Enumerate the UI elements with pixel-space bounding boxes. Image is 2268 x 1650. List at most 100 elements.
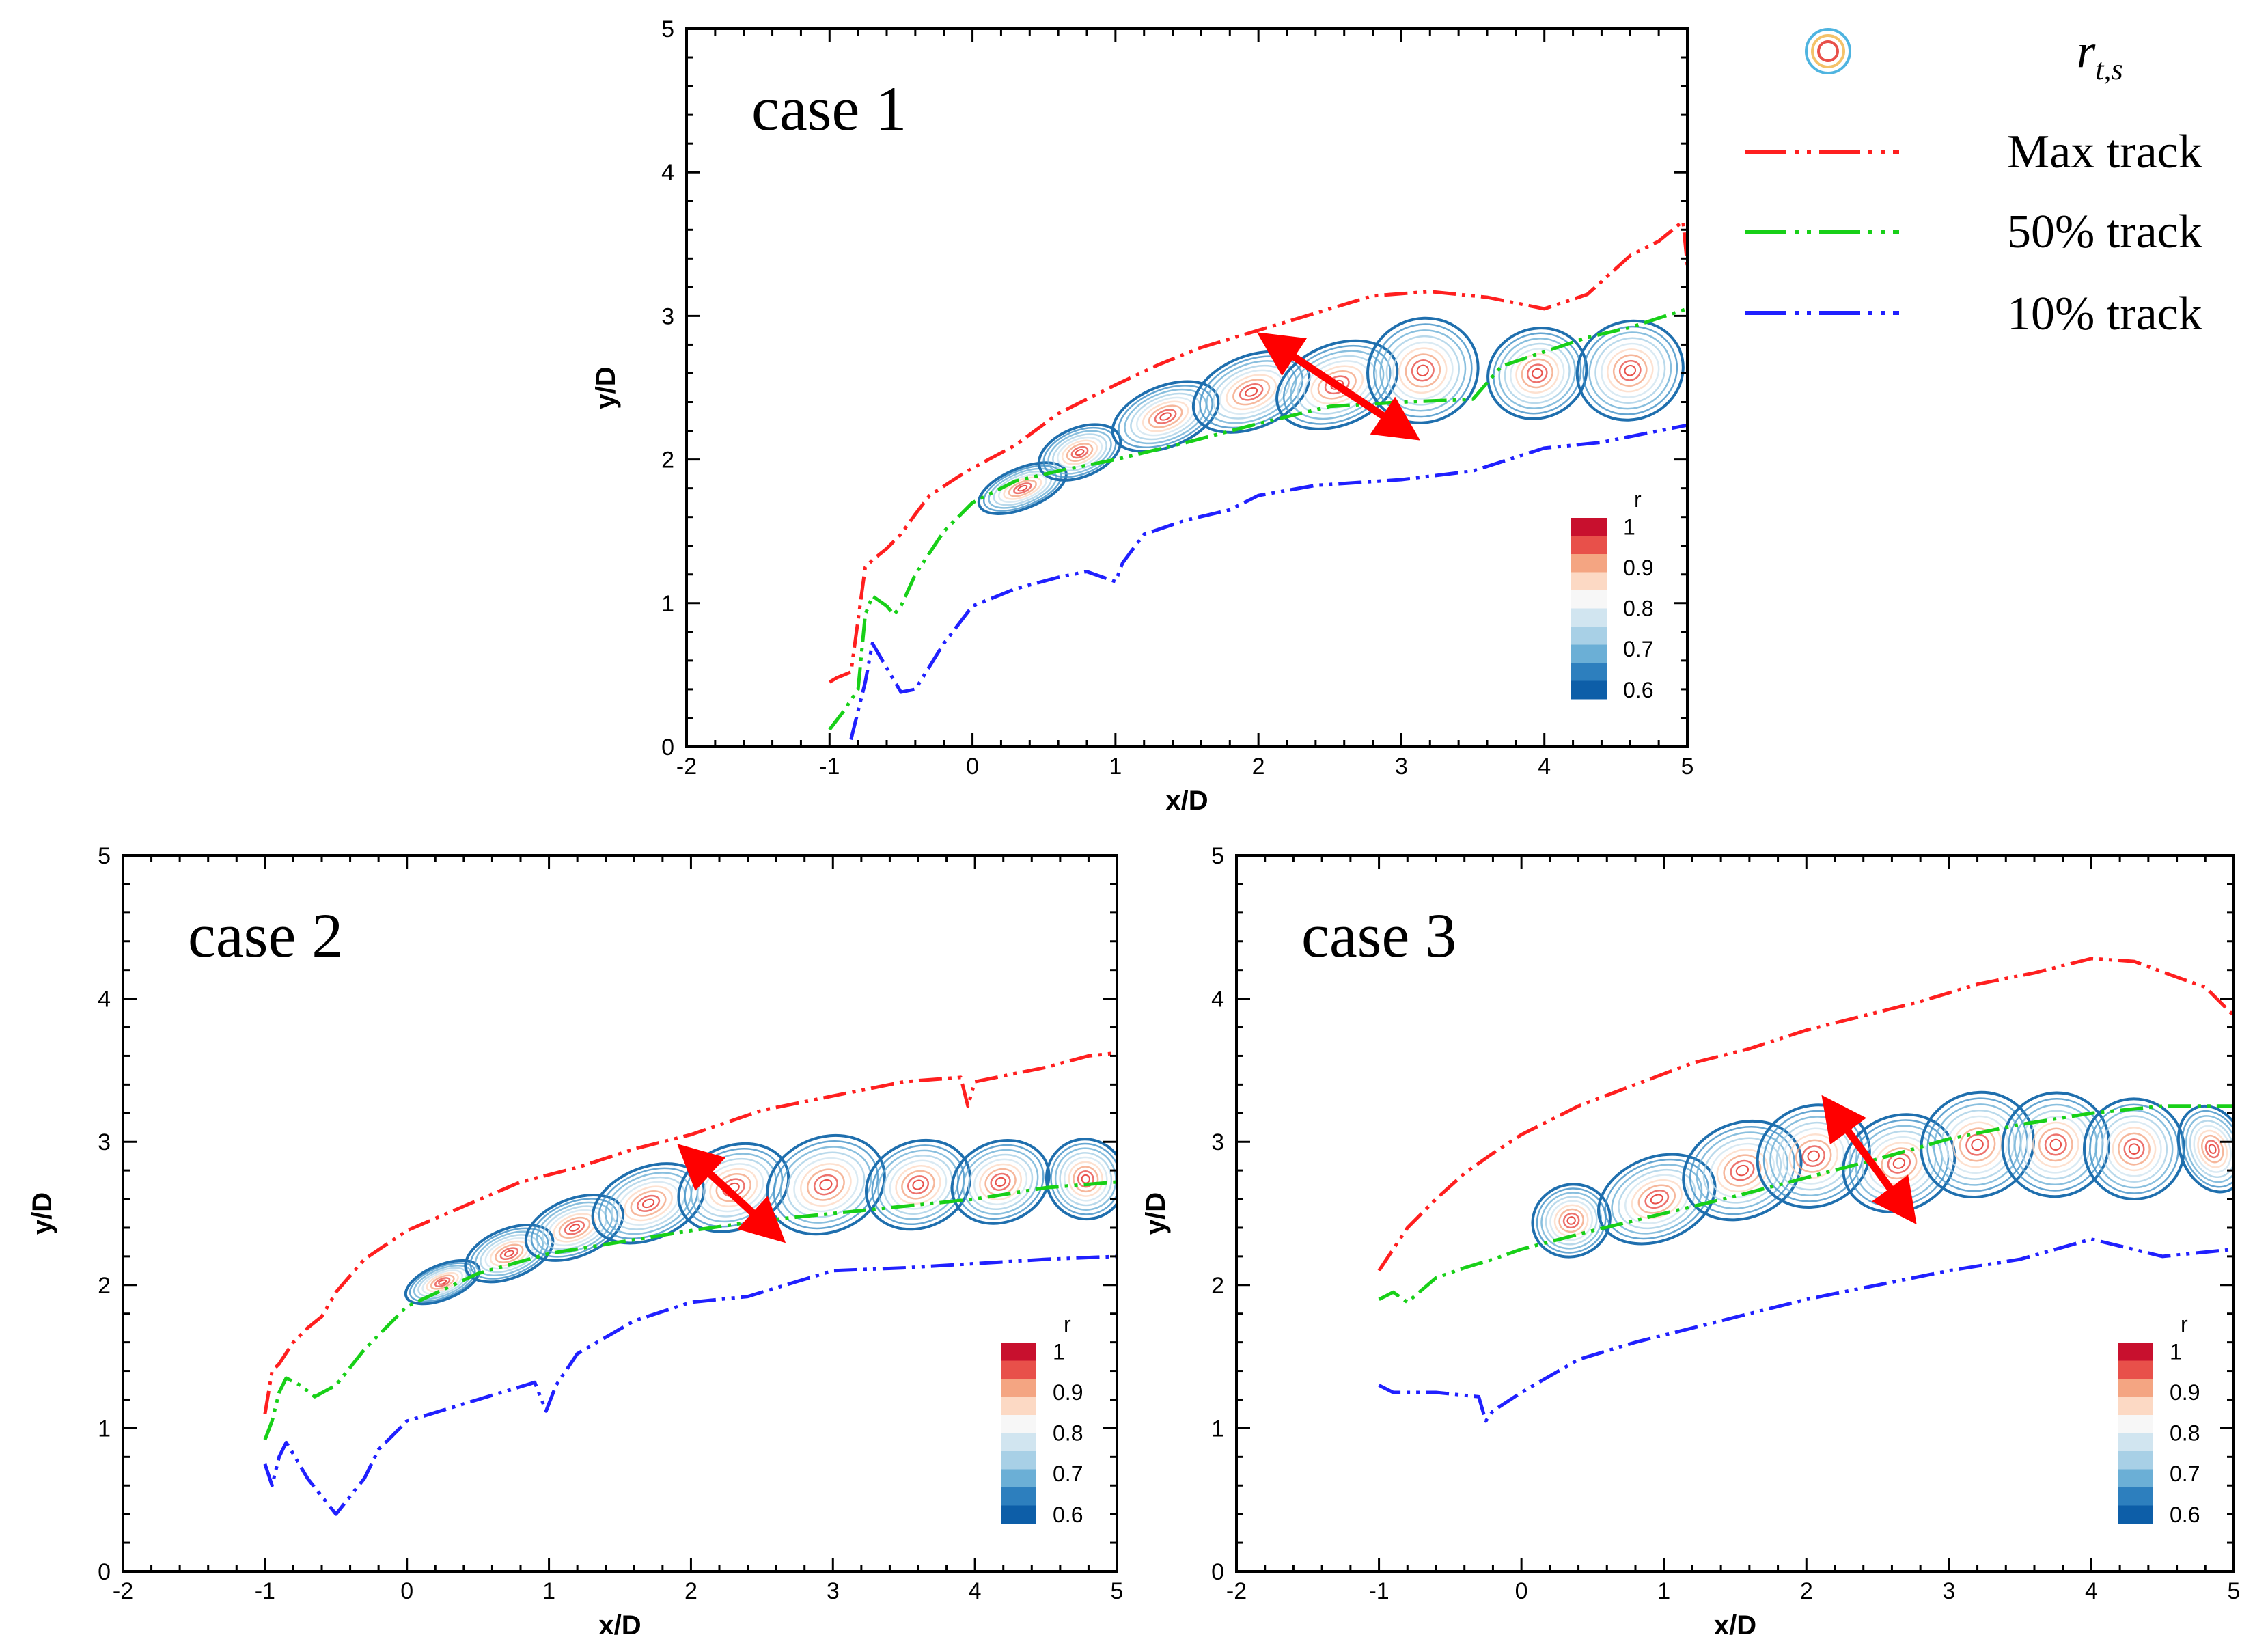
concentric-circles-icon: [1805, 28, 1851, 74]
contour-level: [1504, 342, 1571, 404]
x-tick-label: 1: [542, 1578, 555, 1604]
y-tick-label: 3: [1211, 1129, 1224, 1155]
x-tick-label: 3: [827, 1578, 840, 1604]
contour-level: [1545, 1196, 1598, 1246]
contour-peak: [1159, 412, 1172, 421]
colorbar-swatch: [1571, 608, 1607, 627]
y-axis: 0 1 2 3 4 5: [661, 16, 1687, 760]
contour-level: [962, 1149, 1039, 1215]
contour-blob: [1682, 1119, 1803, 1222]
x-tick-label: 1: [1657, 1578, 1670, 1604]
contour-level: [2112, 1127, 2157, 1172]
contour-level: [1553, 1204, 1589, 1237]
y-tick-label: 5: [98, 843, 111, 869]
contour-level: [1486, 327, 1588, 420]
contour-level: [973, 1158, 1028, 1206]
x-tick-label: 2: [1800, 1578, 1813, 1604]
contour-level: [1702, 1137, 1782, 1204]
contour-level: [636, 1194, 661, 1212]
colorbar-label: 0.6: [2170, 1502, 2200, 1527]
colorbar-swatch: [1001, 1397, 1036, 1416]
x-tick-label: -1: [255, 1578, 275, 1604]
contour-level: [2185, 1115, 2234, 1183]
contour-level: [1013, 482, 1032, 495]
colorbar-label: 1: [1623, 514, 1635, 539]
contour-level: [1682, 1119, 1803, 1222]
contour-level: [1070, 445, 1089, 459]
colorbar-swatch: [2118, 1487, 2153, 1506]
contour-level: [1536, 1187, 1607, 1254]
contour-level: [1689, 1125, 1795, 1215]
y-tick-label: 2: [1211, 1273, 1224, 1299]
contour-blob: [2176, 1104, 2234, 1194]
contour-level: [889, 1159, 948, 1210]
contour-blob: [1575, 319, 1685, 422]
contour-level: [1716, 1149, 1769, 1193]
contour-peak: [1245, 387, 1258, 397]
contour-peak: [1807, 1150, 1820, 1162]
contour-level: [1510, 348, 1565, 399]
y-tick-label: 3: [98, 1129, 111, 1155]
x-axis: -2 -1 0 1 2 3 4 5: [113, 855, 1123, 1604]
contour-level: [2008, 1098, 2104, 1192]
y-tick-label: 4: [98, 987, 111, 1013]
x-tick-label: 0: [966, 754, 979, 780]
colorbar-swatch: [1001, 1451, 1036, 1470]
colorbar-title: r: [1064, 1312, 1071, 1336]
colorbar-swatch: [2118, 1379, 2153, 1397]
contour-level: [2089, 1103, 2179, 1194]
colorbar-label: 0.7: [1053, 1461, 1083, 1486]
colorbar-label: 0.8: [2170, 1421, 2200, 1446]
colorbar-swatch: [1571, 572, 1607, 591]
colorbar-swatch: [1571, 663, 1607, 681]
x-axis-title: x/D: [1714, 1610, 1756, 1640]
contour-level: [1073, 1166, 1099, 1193]
contour-peak: [1566, 1216, 1576, 1225]
contour-peak: [1735, 1164, 1750, 1177]
colorbar-swatch: [1001, 1433, 1036, 1452]
contour-level: [1061, 439, 1098, 465]
contour-level: [499, 1247, 519, 1261]
contour-blob: [1597, 1153, 1717, 1246]
contour-level: [883, 1155, 954, 1215]
contour-level: [624, 1185, 673, 1222]
contour-level: [553, 1213, 596, 1243]
x-tick-label: -2: [113, 1578, 133, 1604]
contour-level: [793, 1157, 859, 1213]
contour-level: [2197, 1129, 2228, 1168]
contour-level: [1077, 1170, 1094, 1188]
colorbar-swatch: [1001, 1487, 1036, 1506]
y-tick-label: 2: [661, 448, 674, 473]
x-tick-label: 4: [969, 1578, 982, 1604]
contour-level: [469, 1227, 549, 1280]
contour-level: [2118, 1132, 2151, 1166]
case-label: case 2: [188, 900, 343, 970]
colorbar-label: 0.9: [1623, 555, 1653, 580]
y-axis: 0 1 2 3 4 5: [1211, 843, 2234, 1585]
contour-level: [1709, 1142, 1775, 1198]
series-50-track: [263, 1180, 1117, 1441]
y-tick-label: 4: [661, 160, 674, 186]
y-tick-label: 0: [98, 1559, 111, 1585]
colorbar-swatch: [2118, 1451, 2153, 1470]
y-tick-label: 4: [1211, 987, 1224, 1013]
contour-level: [1631, 1179, 1683, 1220]
colorbar-swatch: [2118, 1505, 2153, 1524]
contour-level: [2044, 1133, 2067, 1156]
contour-level: [2100, 1115, 2168, 1183]
contour-level: [1604, 1158, 1710, 1240]
contour-level: [421, 1269, 463, 1295]
colorbar-swatch: [1001, 1343, 1036, 1361]
x-tick-label: 5: [1681, 754, 1694, 780]
contour-level: [1054, 1147, 1117, 1211]
contour-level: [1588, 331, 1672, 410]
contour-level: [434, 1277, 451, 1288]
contour-level: [1047, 430, 1112, 475]
contour-level: [1521, 358, 1553, 389]
contour-peak: [1971, 1138, 1984, 1151]
contour-blob: [404, 1259, 481, 1306]
contour-peak: [1017, 484, 1028, 492]
contour-level: [2001, 1091, 2111, 1198]
colorbar-label: 0.6: [1623, 678, 1653, 702]
